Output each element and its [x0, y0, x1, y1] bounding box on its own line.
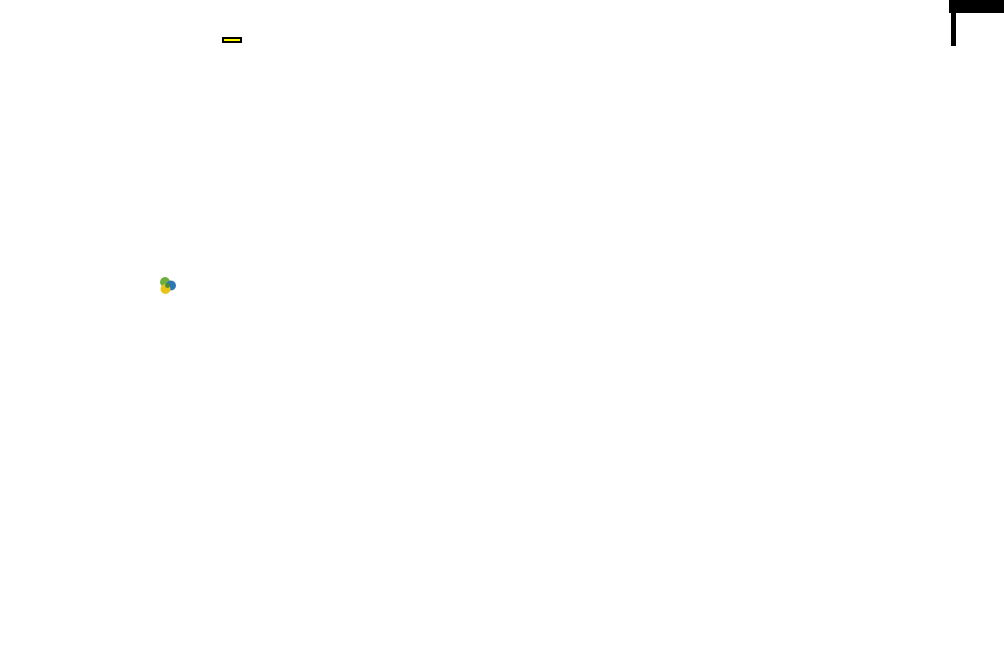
watermark-badge: [222, 37, 242, 43]
mt4-logo-icon: [160, 277, 176, 294]
current-price-label: [949, 0, 1004, 13]
vertical-scale-marker: [951, 6, 956, 46]
metatrader-logo: [158, 276, 185, 295]
